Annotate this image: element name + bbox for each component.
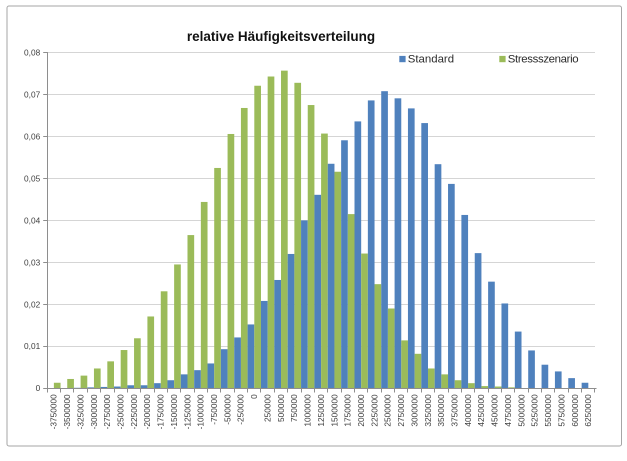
- svg-text:3500000: 3500000: [436, 394, 446, 427]
- svg-text:3000000: 3000000: [409, 394, 419, 427]
- svg-text:4500000: 4500000: [490, 394, 500, 427]
- svg-text:0,04: 0,04: [24, 215, 41, 225]
- svg-text:0,03: 0,03: [24, 257, 41, 267]
- svg-text:500000: 500000: [276, 394, 286, 422]
- svg-text:-2500000: -2500000: [115, 394, 125, 429]
- svg-text:1250000: 1250000: [316, 394, 326, 427]
- svg-text:0: 0: [249, 394, 259, 399]
- svg-text:-3000000: -3000000: [89, 394, 99, 429]
- svg-text:4250000: 4250000: [476, 394, 486, 427]
- svg-text:0,06: 0,06: [24, 132, 41, 142]
- svg-text:5250000: 5250000: [530, 394, 540, 427]
- svg-text:1750000: 1750000: [343, 394, 353, 427]
- svg-text:-1500000: -1500000: [169, 394, 179, 429]
- svg-text:-2000000: -2000000: [142, 394, 152, 429]
- svg-text:-2750000: -2750000: [102, 394, 112, 429]
- svg-text:0,02: 0,02: [24, 299, 41, 309]
- svg-text:2000000: 2000000: [356, 394, 366, 427]
- svg-text:2750000: 2750000: [396, 394, 406, 427]
- svg-text:relative Häufigkeitsverteilung: relative Häufigkeitsverteilung: [187, 29, 375, 44]
- svg-text:5500000: 5500000: [543, 394, 553, 427]
- svg-text:Stressszenario: Stressszenario: [508, 54, 578, 66]
- svg-text:250000: 250000: [262, 394, 272, 422]
- svg-text:-250000: -250000: [236, 394, 246, 425]
- svg-text:0,05: 0,05: [24, 173, 41, 183]
- svg-text:750000: 750000: [289, 394, 299, 422]
- svg-text:2250000: 2250000: [369, 394, 379, 427]
- svg-text:5750000: 5750000: [556, 394, 566, 427]
- svg-text:1000000: 1000000: [303, 394, 313, 427]
- svg-text:2500000: 2500000: [383, 394, 393, 427]
- svg-text:-1750000: -1750000: [156, 394, 166, 429]
- svg-text:Standard: Standard: [408, 54, 454, 66]
- svg-text:1500000: 1500000: [329, 394, 339, 427]
- svg-text:-750000: -750000: [209, 394, 219, 425]
- svg-text:0: 0: [36, 383, 41, 393]
- svg-text:5000000: 5000000: [516, 394, 526, 427]
- svg-text:0,08: 0,08: [24, 48, 41, 58]
- svg-text:-1000000: -1000000: [196, 394, 206, 429]
- svg-text:6000000: 6000000: [570, 394, 580, 427]
- svg-text:0,01: 0,01: [24, 341, 41, 351]
- svg-text:-500000: -500000: [222, 394, 232, 425]
- svg-text:4000000: 4000000: [463, 394, 473, 427]
- svg-text:-3500000: -3500000: [62, 394, 72, 429]
- svg-text:4750000: 4750000: [503, 394, 513, 427]
- svg-text:3250000: 3250000: [423, 394, 433, 427]
- svg-text:-3250000: -3250000: [75, 394, 85, 429]
- svg-text:-2250000: -2250000: [129, 394, 139, 429]
- svg-text:3750000: 3750000: [450, 394, 460, 427]
- svg-text:-1250000: -1250000: [182, 394, 192, 429]
- svg-text:0,07: 0,07: [24, 90, 41, 100]
- svg-text:-3750000: -3750000: [49, 394, 59, 429]
- svg-text:6250000: 6250000: [583, 394, 593, 427]
